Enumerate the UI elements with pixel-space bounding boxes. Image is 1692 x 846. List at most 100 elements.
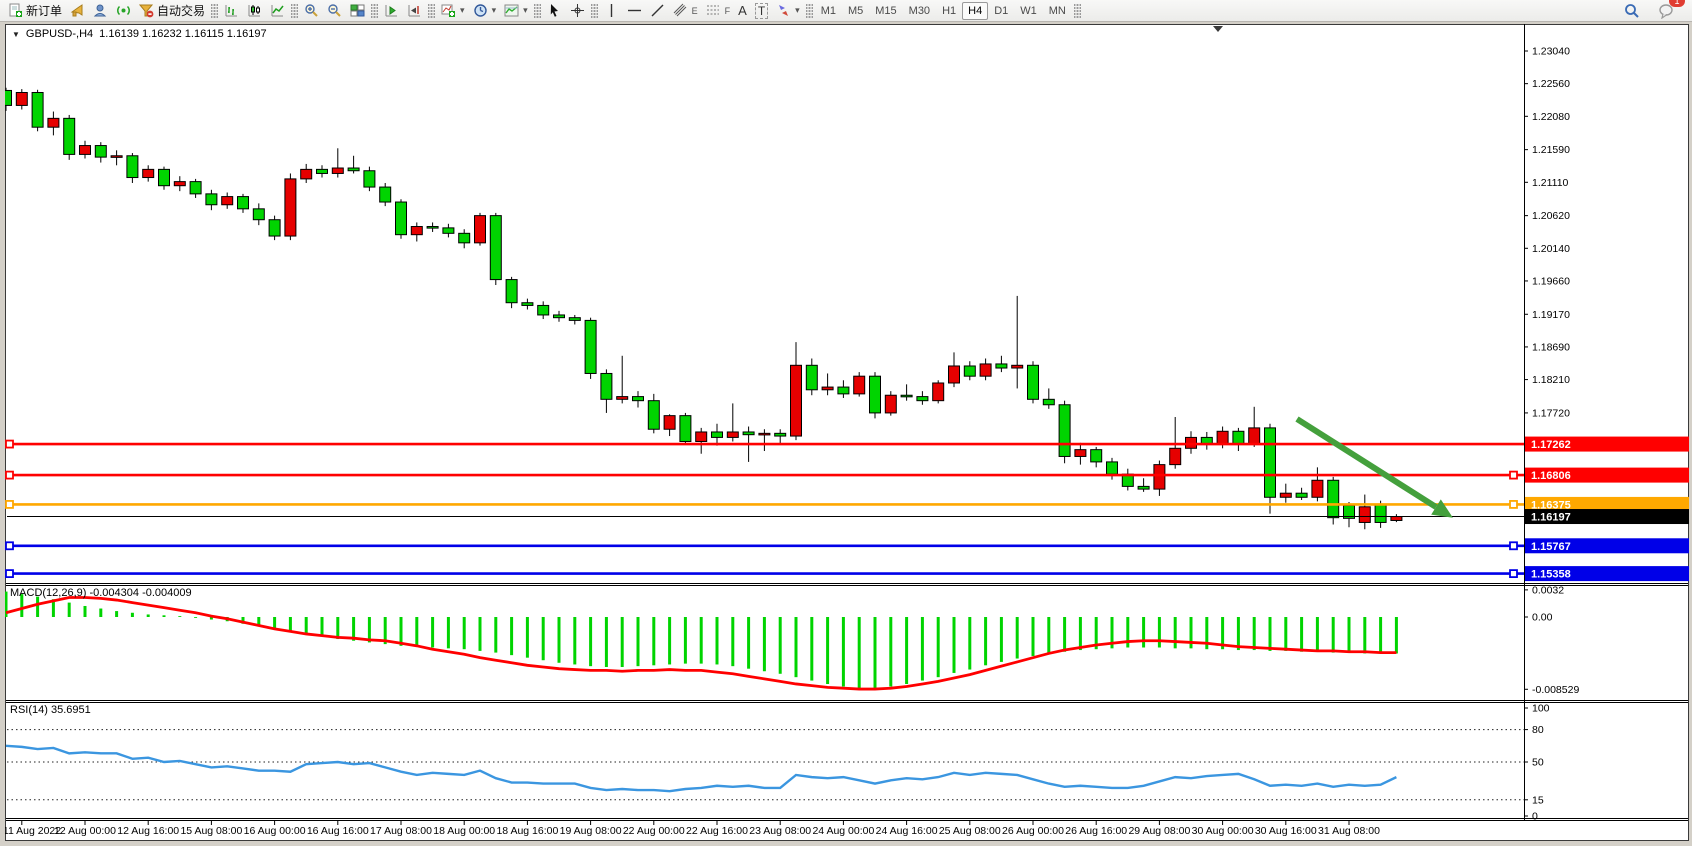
window-edge-bottom: [0, 841, 1692, 846]
community-button[interactable]: [89, 0, 112, 22]
signals-button[interactable]: [112, 0, 135, 22]
svg-text:11 Aug 2022: 11 Aug 2022: [3, 825, 61, 837]
zoom-in-button[interactable]: [300, 0, 323, 22]
svg-text:1.19660: 1.19660: [1532, 275, 1570, 287]
svg-text:30 Aug 16:00: 30 Aug 16:00: [1255, 825, 1317, 837]
svg-text:1.17720: 1.17720: [1532, 407, 1570, 419]
svg-text:12 Aug 00:00: 12 Aug 00:00: [54, 825, 116, 837]
arrows-tool-button[interactable]: ▾: [772, 0, 804, 22]
tile-windows-button[interactable]: [346, 0, 369, 22]
notification-badge: 1: [1669, 0, 1685, 7]
horn-icon: [70, 3, 85, 18]
svg-text:24 Aug 16:00: 24 Aug 16:00: [876, 825, 938, 837]
tf-m30-button[interactable]: M30: [908, 4, 931, 17]
tf-m1-button[interactable]: M1: [820, 4, 836, 17]
svg-text:0.0032: 0.0032: [1532, 584, 1564, 596]
toolbar-separator: [1073, 2, 1081, 19]
svg-text:1.16197: 1.16197: [1531, 512, 1571, 524]
indicators-icon: [441, 3, 456, 18]
toolbar-separator: [371, 2, 379, 19]
toolbar-separator: [211, 2, 219, 19]
svg-text:1.15358: 1.15358: [1531, 569, 1571, 581]
svg-text:16 Aug 16:00: 16 Aug 16:00: [307, 825, 369, 837]
svg-text:26 Aug 00:00: 26 Aug 00:00: [1002, 825, 1064, 837]
line-chart-icon: [270, 3, 285, 18]
dropdown-caret-icon: ▾: [491, 5, 497, 15]
text-tool-button[interactable]: A: [734, 0, 751, 22]
zoom-in-icon: [304, 3, 319, 18]
tf-h4-button[interactable]: H4: [962, 1, 989, 20]
chart-symbol-period: GBPUSD-,H4: [25, 28, 94, 40]
rsi-indicator-label: RSI(14) 35.6951: [10, 704, 91, 716]
collapse-triangle-icon[interactable]: ▼: [12, 29, 20, 39]
vertical-line-tool-button[interactable]: [600, 0, 623, 22]
horn-button[interactable]: [66, 0, 89, 22]
macd-pane: 0.0032 0.00 -0.008529: [4, 584, 1579, 696]
line-chart-button[interactable]: [266, 0, 289, 22]
svg-text:29 Aug 08:00: 29 Aug 08:00: [1128, 825, 1190, 837]
new-order-button[interactable]: 新订单: [4, 0, 66, 22]
trendline-tool-button[interactable]: [646, 0, 669, 22]
toolbar-separator: [805, 2, 813, 19]
text-label-letter: T: [754, 2, 769, 19]
autotrading-button[interactable]: 自动交易: [135, 0, 209, 22]
autotrading-label: 自动交易: [157, 4, 206, 18]
pane-separators: [5, 583, 1689, 821]
svg-text:18 Aug 00:00: 18 Aug 00:00: [433, 825, 495, 837]
bar-chart-icon: [224, 3, 239, 18]
svg-text:1.20620: 1.20620: [1532, 210, 1570, 222]
svg-text:1.15767: 1.15767: [1531, 541, 1571, 553]
zoom-out-button[interactable]: [323, 0, 346, 22]
svg-text:30 Aug 00:00: 30 Aug 00:00: [1192, 825, 1254, 837]
templates-button[interactable]: ▾: [500, 0, 532, 22]
svg-text:25 Aug 08:00: 25 Aug 08:00: [939, 825, 1001, 837]
svg-text:15 Aug 08:00: 15 Aug 08:00: [180, 825, 242, 837]
svg-text:23 Aug 08:00: 23 Aug 08:00: [749, 825, 811, 837]
svg-text:31 Aug 08:00: 31 Aug 08:00: [1318, 825, 1380, 837]
horizontal-line-icon: [627, 3, 642, 18]
toolbar-separator: [590, 2, 598, 19]
trendline-icon: [650, 3, 665, 18]
tf-d1-button[interactable]: D1: [994, 4, 1009, 17]
horizontal-lines: 1.17262 1.16806 1.16375 1.15767 1.15358: [5, 436, 1689, 582]
chart-shift-button[interactable]: [403, 0, 426, 22]
channel-tool-button[interactable]: E: [669, 0, 702, 22]
periods-button[interactable]: ▾: [469, 0, 501, 22]
candlestick-icon: [247, 3, 262, 18]
svg-text:26 Aug 16:00: 26 Aug 16:00: [1065, 825, 1127, 837]
indicators-button[interactable]: ▾: [437, 0, 469, 22]
svg-text:1.18210: 1.18210: [1532, 374, 1570, 386]
search-button[interactable]: [1620, 0, 1644, 22]
chart-title: ▼ GBPUSD-,H4 1.16139 1.16232 1.16115 1.1…: [12, 28, 267, 40]
svg-text:1.22080: 1.22080: [1532, 111, 1570, 123]
tf-m15-button[interactable]: M15: [875, 4, 897, 17]
arrows-icon: [776, 3, 791, 18]
fibo-letter: F: [724, 5, 731, 16]
tf-mn-button[interactable]: MN: [1048, 4, 1066, 17]
price-axis: 1.23040 1.22560 1.22080 1.21590 1.21110 1.206…: [1524, 46, 1570, 419]
text-label-tool-button[interactable]: T: [751, 0, 772, 22]
tf-h1-button[interactable]: H1: [942, 4, 957, 17]
tf-m5-button[interactable]: M5: [847, 4, 864, 17]
cursor-tool-button[interactable]: [543, 0, 566, 22]
svg-text:80: 80: [1532, 724, 1544, 736]
dropdown-caret-icon: ▾: [795, 5, 800, 15]
zoom-out-icon: [327, 3, 342, 18]
candles-layer: [0, 87, 1403, 530]
crosshair-tool-button[interactable]: [566, 0, 589, 22]
toolbar-separator: [533, 2, 541, 19]
auto-scroll-button[interactable]: [380, 0, 403, 22]
channel-letter: E: [691, 5, 698, 16]
svg-text:50: 50: [1532, 757, 1544, 769]
auto-scroll-icon: [384, 3, 399, 18]
bar-chart-button[interactable]: [220, 0, 243, 22]
new-order-label: 新订单: [26, 4, 63, 18]
horizontal-line-tool-button[interactable]: [623, 0, 646, 22]
candlestick-chart-button[interactable]: [243, 0, 266, 22]
tf-w1-button[interactable]: W1: [1020, 4, 1037, 17]
chat-bubble-icon: [1658, 3, 1674, 19]
fibonacci-tool-button[interactable]: F: [702, 0, 735, 22]
notifications-button[interactable]: 1: [1654, 0, 1685, 22]
svg-text:19 Aug 08:00: 19 Aug 08:00: [560, 825, 622, 837]
